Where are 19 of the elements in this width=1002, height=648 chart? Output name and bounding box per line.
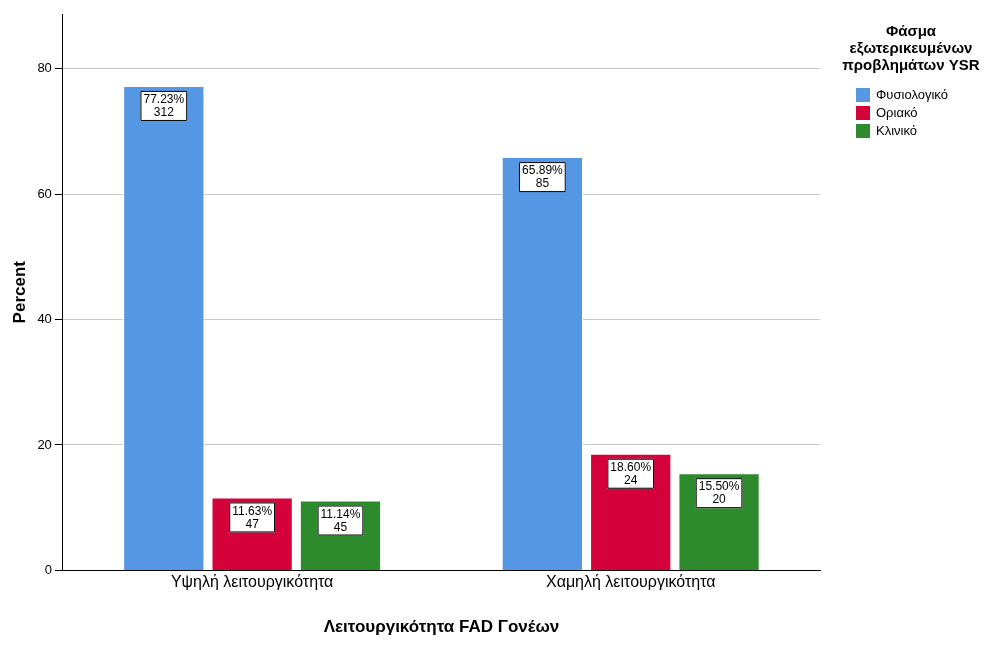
y-tick-label: 60 — [37, 185, 52, 201]
data-label: 18.60% 24 — [610, 460, 652, 488]
y-tick-label: 40 — [37, 311, 52, 327]
data-label: 77.23% 312 — [143, 92, 185, 120]
legend-label: Κλινικό — [876, 123, 918, 138]
data-label: 65.89% 85 — [522, 163, 564, 191]
data-label: 15.50% 20 — [698, 479, 740, 507]
legend-label: Φυσιολογικό — [876, 87, 948, 102]
legend-title: Φάσμα εξωτερικευμένων προβλημάτων YSR — [841, 22, 981, 73]
x-tick-label: Χαμηλή λειτουργικότητα — [545, 573, 716, 591]
y-tick-label: 20 — [37, 436, 52, 452]
x-tick-label: Υψηλή λειτουργικότητα — [170, 573, 334, 591]
legend-label: Οριακό — [876, 105, 918, 120]
data-label: 11.14% 45 — [320, 506, 361, 534]
y-tick-label: 0 — [44, 561, 52, 577]
x-axis-title: Λειτουργικότητα FAD Γονέων — [323, 617, 560, 637]
y-tick-label: 80 — [37, 60, 52, 76]
y-axis-title: Percent — [9, 260, 29, 324]
data-label: 11.63% 47 — [232, 503, 273, 531]
